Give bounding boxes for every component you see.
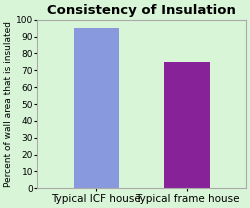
Y-axis label: Percent of wall area that is insulated: Percent of wall area that is insulated xyxy=(4,21,13,187)
Title: Consistency of Insulation: Consistency of Insulation xyxy=(47,4,236,17)
Bar xyxy=(164,62,210,188)
Bar xyxy=(74,28,119,188)
